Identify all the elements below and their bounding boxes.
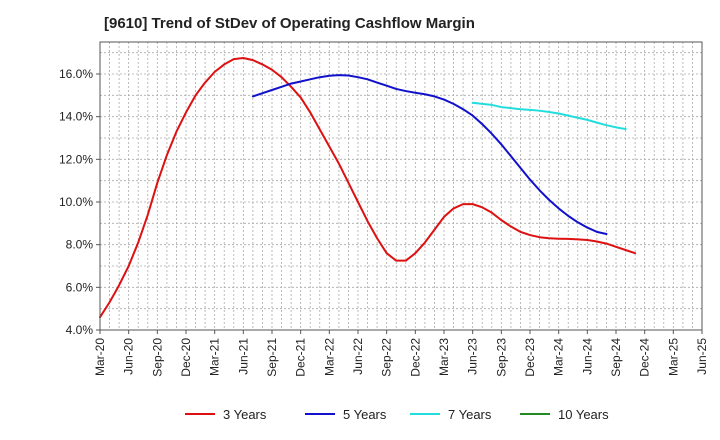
y-axis-ticks: 4.0% 6.0% 8.0% 10.0% 12.0% 14.0% 16.0%	[59, 67, 100, 337]
y-tick-label: 16.0%	[59, 67, 93, 81]
series-line-3-years	[99, 57, 637, 319]
x-tick-label: Mar-24	[552, 338, 566, 376]
plot-area	[100, 42, 702, 330]
series-line-5-years	[251, 74, 608, 235]
x-tick-label: Sep-22	[380, 338, 394, 377]
y-tick-label: 14.0%	[59, 110, 93, 124]
y-tick-label: 4.0%	[66, 323, 94, 337]
plot-background	[100, 42, 702, 330]
chart-title: [9610] Trend of StDev of Operating Cashf…	[104, 15, 475, 32]
x-tick-label: Jun-23	[466, 338, 480, 375]
x-tick-label: Jun-22	[351, 338, 365, 375]
y-tick-label: 12.0%	[59, 152, 93, 166]
x-tick-label: Sep-21	[265, 338, 279, 377]
x-tick-label: Mar-21	[208, 338, 222, 376]
y-tick-label: 6.0%	[66, 280, 94, 294]
x-tick-label: Dec-22	[408, 338, 422, 377]
x-tick-label: Sep-20	[150, 338, 164, 377]
x-tick-label: Dec-21	[294, 338, 308, 377]
grid	[100, 42, 702, 330]
x-tick-label: Mar-23	[437, 338, 451, 376]
series-line-7-years	[471, 101, 627, 131]
y-tick-label: 8.0%	[66, 238, 94, 252]
x-tick-label: Jun-20	[122, 338, 136, 375]
x-tick-label: Dec-23	[523, 338, 537, 377]
x-tick-label: Dec-24	[638, 338, 652, 377]
axes	[99, 41, 703, 331]
x-tick-label: Jun-24	[580, 338, 594, 375]
x-axis-ticks: Mar-20 Jun-20 Sep-20 Dec-20 Mar-21 Jun-21 Sep-…	[93, 330, 709, 377]
legend-label-3-years: 3 Years	[223, 407, 267, 422]
x-tick-label: Jun-25	[695, 338, 709, 375]
legend-label-7-years: 7 Years	[448, 407, 492, 422]
series-layer	[99, 57, 637, 319]
x-tick-label: Mar-20	[93, 338, 107, 376]
legend-label-10-years: 10 Years	[558, 407, 609, 422]
x-tick-label: Dec-20	[179, 338, 193, 377]
x-tick-label: Sep-24	[609, 338, 623, 377]
legend-label-5-years: 5 Years	[343, 407, 387, 422]
x-tick-label: Mar-25	[666, 338, 680, 376]
y-tick-label: 10.0%	[59, 195, 93, 209]
x-tick-label: Mar-22	[322, 338, 336, 376]
legend: 3 Years 5 Years 7 Years 10 Years	[185, 407, 609, 422]
plot-frame	[99, 41, 703, 331]
x-tick-label: Jun-21	[236, 338, 250, 375]
x-tick-label: Sep-23	[494, 338, 508, 377]
